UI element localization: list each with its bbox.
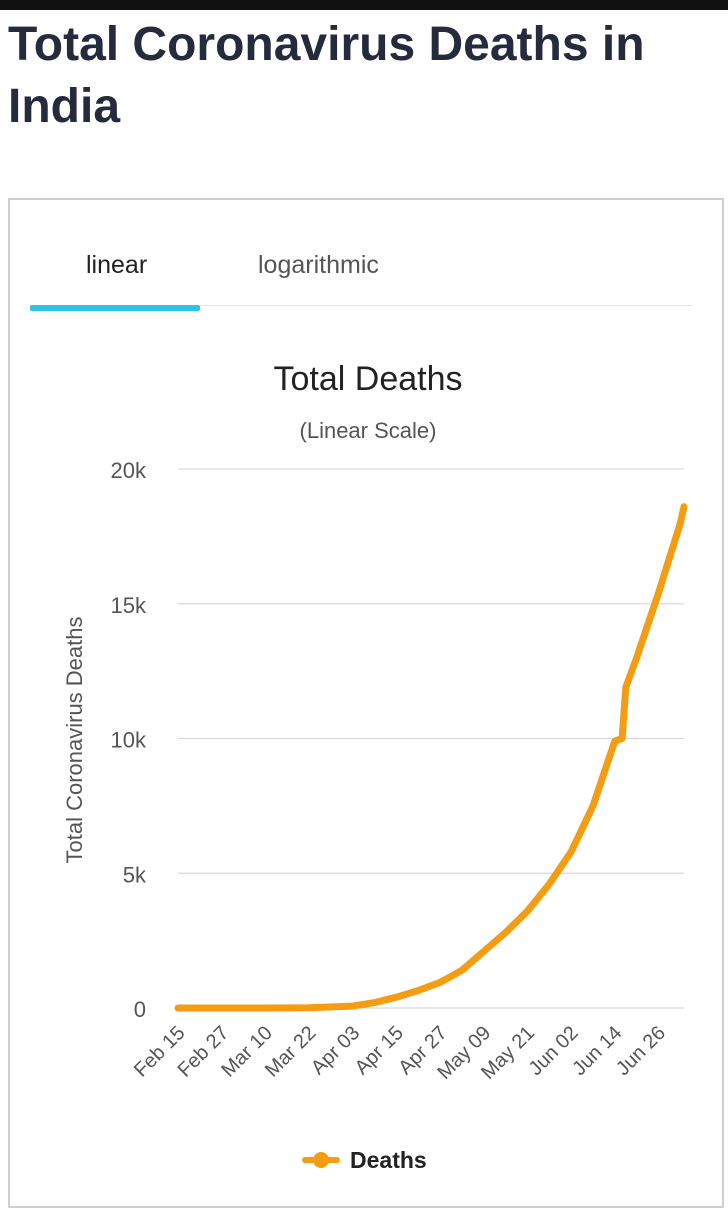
tab-logarithmic[interactable]: logarithmic [258,251,379,279]
series-deaths[interactable] [174,503,688,1012]
tab-linear[interactable]: linear [86,251,148,279]
y-tick-label: 20k [111,458,147,483]
grid-lines [178,468,684,1009]
y-tick-label: 0 [134,997,146,1022]
x-tick-label: Apr 15 [351,1022,408,1079]
y-tick-label: 5k [123,862,147,887]
chart-title: Total Deaths [274,360,463,398]
legend-marker [300,1151,342,1169]
chart-card [8,198,724,1208]
x-tick-label: Jun 26 [612,1022,670,1080]
tabs-divider [30,305,692,306]
legend-label: Deaths [350,1146,427,1173]
series-line-deaths [174,503,688,1012]
x-tick-label: Apr 03 [307,1022,364,1079]
y-tick-label: 15k [111,593,147,618]
y-axis-label: Total Coronavirus Deaths [62,616,87,863]
legend-item-deaths[interactable]: Deaths [300,1144,427,1176]
top-bar [0,0,728,10]
y-tick-labels: 0 5k 10k 15k 20k [111,458,147,1022]
chart-subtitle: (Linear Scale) [300,418,437,443]
page-title: Total Coronavirus Deaths in India [8,18,645,133]
y-tick-label: 10k [111,728,147,753]
active-tab-indicator [30,305,200,311]
